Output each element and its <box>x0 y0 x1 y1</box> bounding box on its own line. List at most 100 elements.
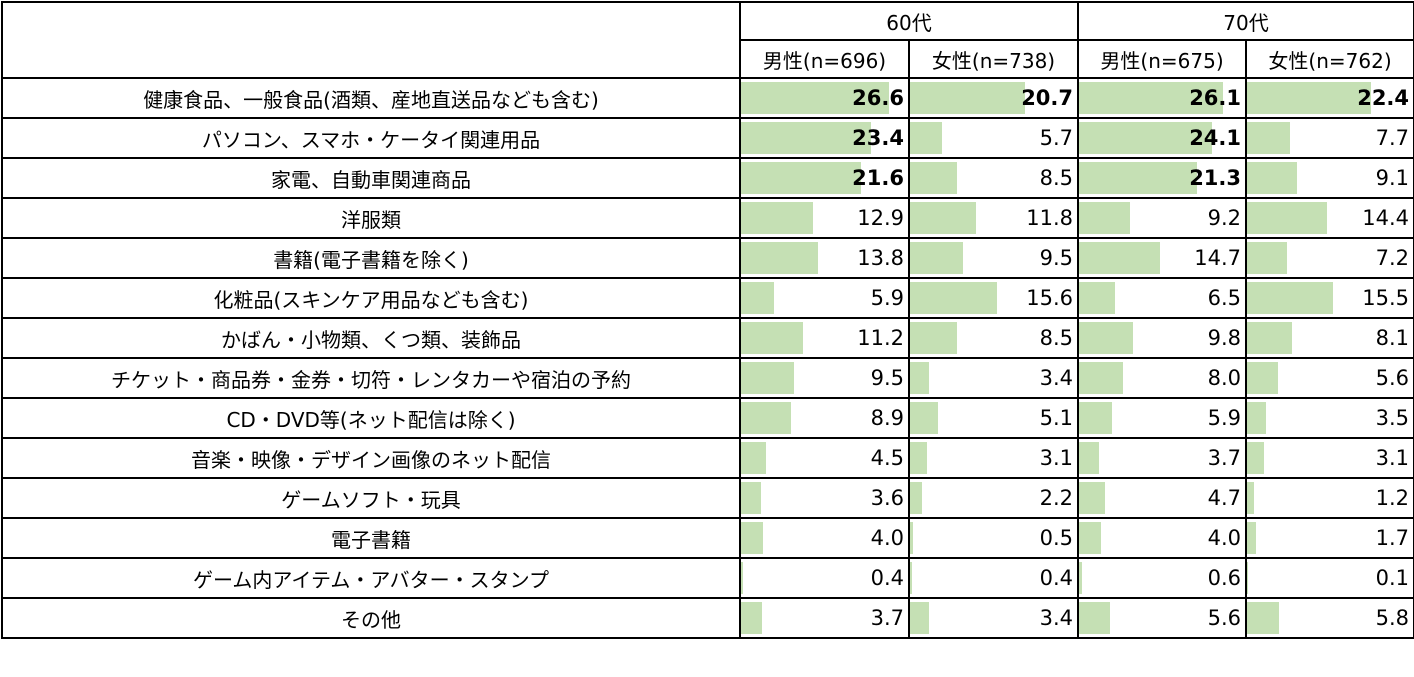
row-label: かばん・小物類、くつ類、装飾品 <box>1 317 741 359</box>
value-cell: 9.5 <box>907 237 1080 279</box>
table-row: 電子書籍 4.0 0.5 4.0 1.7 <box>1 517 1414 559</box>
value-bar <box>742 162 862 194</box>
value-bar <box>1248 522 1257 554</box>
value-bar <box>742 202 813 234</box>
value-label: 24.1 <box>1189 126 1242 150</box>
value-bar <box>1248 442 1265 474</box>
value-label: 8.5 <box>1039 166 1074 190</box>
table-row: 化粧品(スキンケア用品なども含む) 5.9 15.6 6.5 15.5 <box>1 277 1414 319</box>
value-label: 20.7 <box>1021 86 1074 110</box>
value-bar <box>1248 282 1333 314</box>
row-label: 電子書籍 <box>1 517 741 559</box>
value-cell: 0.4 <box>907 557 1080 599</box>
group-header-60s: 60代 <box>738 1 1080 41</box>
value-cell: 15.5 <box>1245 277 1414 319</box>
column-header-70s-female: 女性(n=762) <box>1245 39 1414 79</box>
table-row: その他 3.7 3.4 5.6 5.8 <box>1 597 1414 639</box>
value-label: 22.4 <box>1357 86 1410 110</box>
value-cell: 9.8 <box>1077 317 1248 359</box>
value-label: 9.5 <box>1039 246 1074 270</box>
row-label: その他 <box>1 597 741 639</box>
value-label: 23.4 <box>852 126 904 150</box>
value-bar <box>742 82 890 114</box>
value-label: 3.4 <box>1039 366 1074 390</box>
value-bar <box>1080 322 1134 354</box>
table-body: 健康食品、一般食品(酒類、産地直送品なども含む) 26.6 20.7 26.1 22.4… <box>1 77 1414 639</box>
value-cell: 5.7 <box>907 117 1080 159</box>
value-bar <box>1080 122 1213 154</box>
value-cell: 0.1 <box>1245 557 1414 599</box>
value-label: 3.1 <box>1375 446 1410 470</box>
value-bar <box>911 82 1026 114</box>
table-row: CD・DVD等(ネット配信は除く) 8.9 5.1 5.9 3.5 <box>1 397 1414 439</box>
value-bar <box>742 282 774 314</box>
value-cell: 14.4 <box>1245 197 1414 239</box>
row-label: パソコン、スマホ・ケータイ関連用品 <box>1 117 741 159</box>
table-row: 家電、自動車関連商品 21.6 8.5 21.3 9.1 <box>1 157 1414 199</box>
value-cell: 3.7 <box>739 597 910 639</box>
value-cell: 26.6 <box>739 77 910 119</box>
column-header-70s-male: 男性(n=675) <box>1077 39 1248 79</box>
value-label: 3.6 <box>870 486 904 510</box>
value-bar <box>742 522 764 554</box>
value-cell: 12.9 <box>739 197 910 239</box>
value-label: 3.1 <box>1039 446 1074 470</box>
value-label: 8.5 <box>1039 326 1074 350</box>
value-label: 4.7 <box>1207 486 1242 510</box>
value-cell: 8.5 <box>907 317 1080 359</box>
table-row: チケット・商品券・金券・切符・レンタカーや宿泊の予約 9.5 3.4 8.0 5.6 <box>1 357 1414 399</box>
corner-cell <box>1 1 741 79</box>
value-cell: 3.7 <box>1077 437 1248 479</box>
value-cell: 9.5 <box>739 357 910 399</box>
value-cell: 3.4 <box>907 597 1080 639</box>
row-label: チケット・商品券・金券・切符・レンタカーや宿泊の予約 <box>1 357 741 399</box>
value-label: 13.8 <box>857 246 904 270</box>
value-label: 21.3 <box>1189 166 1242 190</box>
value-bar <box>1248 162 1298 194</box>
value-label: 21.6 <box>852 166 904 190</box>
table-row: 洋服類 12.9 11.8 9.2 14.4 <box>1 197 1414 239</box>
value-label: 5.1 <box>1039 406 1074 430</box>
value-label: 14.4 <box>1362 206 1410 230</box>
value-cell: 21.6 <box>739 157 910 199</box>
table-row: 健康食品、一般食品(酒類、産地直送品なども含む) 26.6 20.7 26.1 22.4 <box>1 77 1414 119</box>
value-label: 12.9 <box>857 206 904 230</box>
value-label: 7.7 <box>1375 126 1410 150</box>
value-label: 9.1 <box>1375 166 1410 190</box>
value-label: 11.2 <box>857 326 904 350</box>
value-cell: 5.6 <box>1245 357 1414 399</box>
value-cell: 5.9 <box>739 277 910 319</box>
value-bar <box>1080 562 1083 594</box>
group-header-70s: 70代 <box>1077 1 1414 41</box>
row-label: ゲーム内アイテム・アバター・スタンプ <box>1 557 741 599</box>
value-label: 0.6 <box>1207 566 1242 590</box>
value-cell: 3.1 <box>1245 437 1414 479</box>
value-bar <box>742 122 872 154</box>
value-label: 8.0 <box>1207 366 1242 390</box>
value-cell: 13.8 <box>739 237 910 279</box>
value-cell: 8.9 <box>739 397 910 439</box>
value-bar <box>1248 482 1254 514</box>
value-label: 5.9 <box>870 286 904 310</box>
value-cell: 5.9 <box>1077 397 1248 439</box>
table-row: 音楽・映像・デザイン画像のネット配信 4.5 3.1 3.7 3.1 <box>1 437 1414 479</box>
value-cell: 3.6 <box>739 477 910 519</box>
row-label: 書籍(電子書籍を除く) <box>1 237 741 279</box>
value-cell: 11.2 <box>739 317 910 359</box>
value-label: 3.5 <box>1375 406 1410 430</box>
value-cell: 4.0 <box>1077 517 1248 559</box>
value-bar <box>1080 602 1110 634</box>
value-cell: 4.7 <box>1077 477 1248 519</box>
value-label: 5.8 <box>1375 606 1410 630</box>
value-bar <box>742 482 762 514</box>
value-bar <box>1247 562 1248 594</box>
value-bar <box>742 242 818 274</box>
value-bar <box>1080 402 1112 434</box>
value-label: 4.0 <box>1207 526 1242 550</box>
value-cell: 2.2 <box>907 477 1080 519</box>
value-cell: 3.4 <box>907 357 1080 399</box>
column-header-60s-male: 男性(n=696) <box>739 39 910 79</box>
value-label: 15.5 <box>1362 286 1410 310</box>
value-label: 0.4 <box>870 566 904 590</box>
value-bar <box>911 162 958 194</box>
